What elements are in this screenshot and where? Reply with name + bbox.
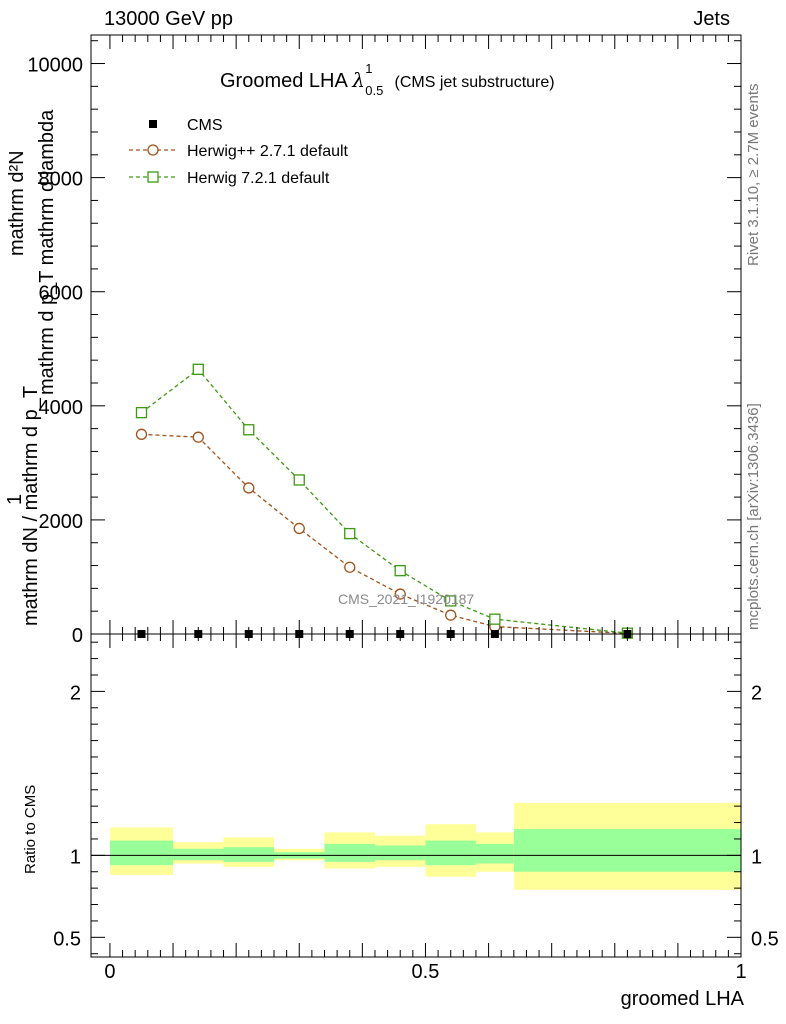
herwig7-point [293, 474, 305, 486]
title-note: (CMS jet substructure) [394, 74, 555, 91]
title-lambda: λ 1 0.5 [352, 61, 384, 98]
ratio-band-inner [173, 848, 224, 861]
mcplots-label: mcplots.cern.ch [arXiv:1306.3436] [745, 403, 762, 630]
herwigpp-point [243, 482, 255, 494]
y-axis-label-prefix: 1 [4, 493, 26, 505]
herwigpp-point [445, 609, 457, 621]
plot-title: Groomed LHA λ 1 0.5 (CMS jet substructure) [220, 61, 555, 98]
rivet-label: Rivet 3.1.10, ≥ 2.7M events [745, 83, 762, 267]
y-axis-label-numerator: mathrm d²N [6, 150, 28, 256]
ratio-y-tick-label-right: 0.5 [751, 928, 779, 950]
series-line [141, 433, 628, 635]
ratio-band-inner [475, 843, 514, 864]
ratio-y-tick-label-left: 2 [70, 682, 81, 704]
herwig7-point [489, 613, 501, 625]
herwigpp-point [344, 561, 356, 573]
legend-herwig7-marker [147, 171, 159, 183]
legend-label: CMS [187, 117, 223, 134]
y-tick-label: 4000 [39, 397, 84, 419]
herwig7-point [344, 527, 356, 540]
x-axis-label: groomed LHA [620, 988, 744, 1010]
legend-label: Herwig 7.2.1 default [187, 170, 330, 187]
y-tick-label: 6000 [39, 283, 84, 305]
process-label: Jets [693, 8, 730, 30]
y-axis-label-denominator: mathrm dN / mathrm d p_T [20, 385, 42, 626]
ratio-band-inner [425, 840, 476, 866]
ratio-band-inner [223, 847, 275, 862]
herwigpp-point [192, 431, 204, 443]
legend-herwigpp-marker [147, 144, 159, 156]
herwig7-point [243, 424, 255, 436]
ratio-band-inner [374, 845, 426, 861]
analysis-watermark: CMS_2021_I1920187 [338, 591, 475, 607]
herwigpp-point [135, 428, 148, 440]
ratio-panel-frame [90, 633, 742, 958]
ratio-y-tick-label-left: 1 [70, 846, 81, 868]
x-tick-label: 1 [735, 961, 746, 983]
herwig7-point [445, 595, 457, 607]
ratio-band-inner [513, 829, 741, 872]
ratio-y-label: Ratio to CMS [22, 784, 39, 874]
legend-cms-marker [149, 120, 157, 128]
ratio-y-tick-label-right: 2 [751, 682, 762, 704]
herwig7-point [135, 407, 148, 419]
ratio-y-tick-label-right: 1 [751, 846, 762, 868]
y-axis-label-den2: mathrm d p_T mathrm d lambda [36, 109, 58, 395]
y-tick-label: 8000 [39, 169, 84, 191]
x-tick-label: 0.5 [412, 961, 440, 983]
ratio-band-inner [324, 843, 375, 862]
legend-label: Herwig++ 2.7.1 default [187, 143, 349, 160]
y-tick-label: 10000 [27, 55, 83, 77]
herwig7-point [394, 565, 406, 577]
herwig7-point [192, 363, 204, 375]
y-tick-label: 0 [72, 625, 83, 647]
ratio-band-inner [109, 840, 174, 866]
y-tick-label: 2000 [39, 511, 84, 533]
ratio-y-tick-label-left: 0.5 [53, 928, 81, 950]
energy-label: 13000 GeV pp [104, 8, 233, 30]
x-tick-label: 0 [104, 961, 115, 983]
title-main: Groomed LHA [220, 70, 347, 92]
herwigpp-point [293, 522, 305, 535]
herwigpp-point [394, 588, 406, 600]
